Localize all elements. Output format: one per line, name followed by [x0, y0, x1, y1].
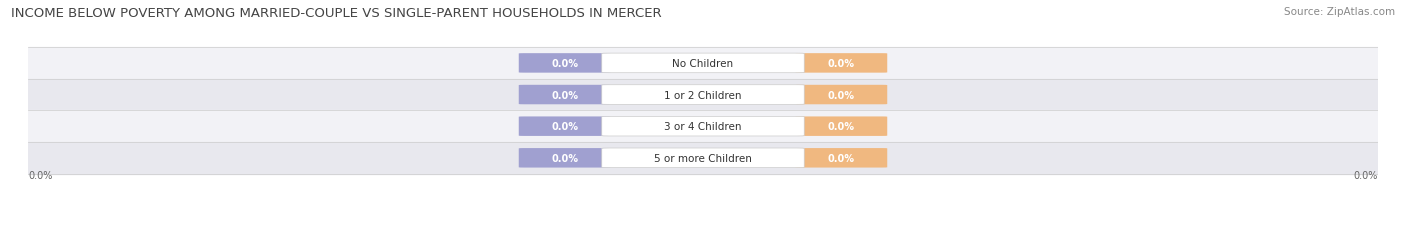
Text: Source: ZipAtlas.com: Source: ZipAtlas.com [1284, 7, 1395, 17]
FancyBboxPatch shape [796, 117, 887, 136]
Text: 0.0%: 0.0% [551, 153, 578, 163]
Text: 0.0%: 0.0% [828, 59, 855, 69]
Text: 0.0%: 0.0% [828, 153, 855, 163]
FancyBboxPatch shape [796, 54, 887, 73]
Text: 0.0%: 0.0% [828, 122, 855, 132]
Text: INCOME BELOW POVERTY AMONG MARRIED-COUPLE VS SINGLE-PARENT HOUSEHOLDS IN MERCER: INCOME BELOW POVERTY AMONG MARRIED-COUPL… [11, 7, 662, 20]
FancyBboxPatch shape [602, 85, 804, 105]
FancyBboxPatch shape [519, 54, 610, 73]
Bar [28, 48, 1378, 79]
Text: 5 or more Children: 5 or more Children [654, 153, 752, 163]
Legend: Married Couples, Single Parents: Married Couples, Single Parents [593, 228, 813, 231]
Text: 1 or 2 Children: 1 or 2 Children [664, 90, 742, 100]
FancyBboxPatch shape [796, 149, 887, 168]
Bar [28, 79, 1378, 111]
Text: 0.0%: 0.0% [28, 170, 52, 180]
Text: 3 or 4 Children: 3 or 4 Children [664, 122, 742, 132]
FancyBboxPatch shape [519, 117, 610, 136]
FancyBboxPatch shape [602, 117, 804, 136]
Bar [28, 142, 1378, 174]
Text: 0.0%: 0.0% [1354, 170, 1378, 180]
FancyBboxPatch shape [519, 149, 610, 168]
Text: 0.0%: 0.0% [828, 90, 855, 100]
Text: 0.0%: 0.0% [551, 59, 578, 69]
Text: No Children: No Children [672, 59, 734, 69]
Text: 0.0%: 0.0% [551, 122, 578, 132]
FancyBboxPatch shape [519, 85, 610, 105]
Bar [28, 111, 1378, 142]
FancyBboxPatch shape [796, 85, 887, 105]
Text: 0.0%: 0.0% [551, 90, 578, 100]
FancyBboxPatch shape [602, 148, 804, 168]
FancyBboxPatch shape [602, 54, 804, 73]
